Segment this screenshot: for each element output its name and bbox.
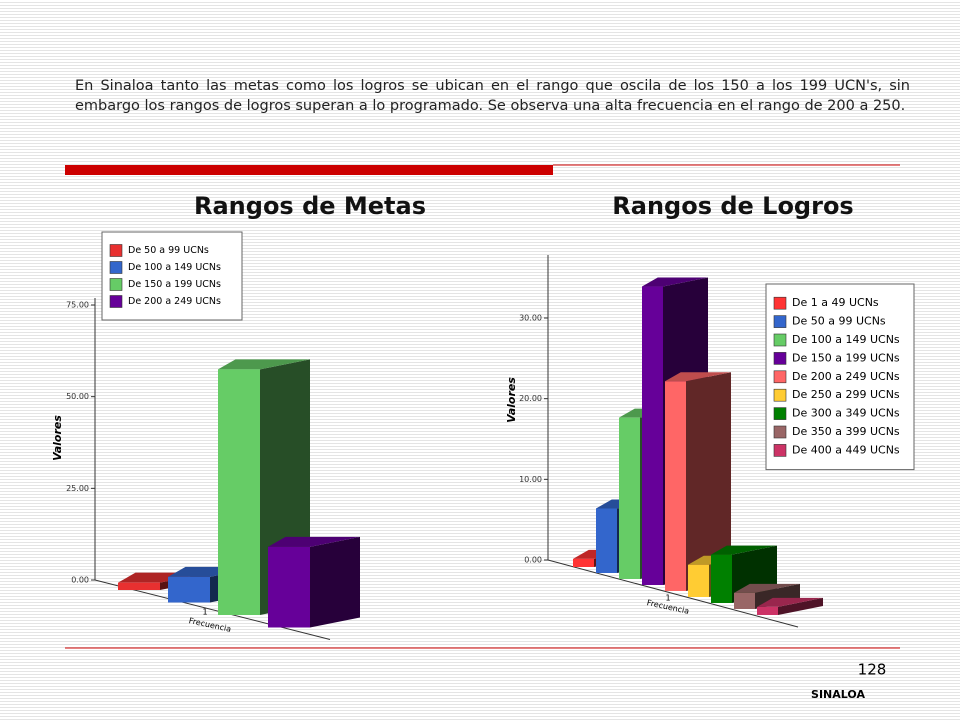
bar-top (268, 536, 360, 547)
bar (688, 564, 709, 597)
red-rule (65, 165, 553, 175)
legend-label: De 350 a 399 UCNs (792, 425, 900, 438)
paragraph: En Sinaloa tanto las metas como los logr… (75, 78, 910, 114)
page-number: 128 (858, 661, 887, 679)
y-tick-label: 30.00 (519, 314, 542, 323)
bar-top (665, 372, 731, 382)
legend-box (765, 283, 915, 471)
bar (218, 369, 260, 615)
legend-swatch (773, 296, 787, 310)
chart-title: Rangos de Logros (612, 192, 853, 220)
bar-side (686, 372, 731, 591)
legend-swatch (773, 315, 787, 328)
legend-label: De 50 a 99 UCNs (792, 315, 886, 328)
bar-top (734, 583, 800, 593)
y-tick-label: 10.00 (519, 475, 542, 484)
legend-swatch (109, 244, 123, 257)
y-tick-label: 25.00 (66, 484, 89, 493)
legend-label: De 200 a 249 UCNs (128, 296, 221, 307)
legend-swatch (773, 388, 787, 402)
legend-swatch (773, 425, 787, 439)
bar (711, 554, 732, 603)
legend-swatch (109, 278, 123, 291)
bar-top (711, 545, 777, 555)
y-tick-label: 0.00 (524, 556, 542, 565)
y-tick-label: 50.00 (66, 392, 89, 401)
legend-box (101, 231, 243, 321)
bar (118, 582, 160, 590)
legend-swatch (109, 295, 123, 308)
legend-label: De 250 a 299 UCNs (792, 388, 900, 401)
legend-label: De 1 a 49 UCNs (792, 296, 879, 309)
bar (757, 606, 778, 615)
x-tick-label: 1 (665, 594, 670, 603)
legend-label: De 300 a 349 UCNs (792, 407, 900, 420)
legend-swatch (773, 407, 787, 420)
bar-side (778, 597, 823, 615)
legend-label: De 200 a 249 UCNs (792, 370, 900, 383)
legend-label: De 150 a 199 UCNs (128, 279, 221, 290)
y-tick-label: 0.00 (71, 576, 89, 585)
bar (268, 546, 310, 628)
legend-swatch (773, 352, 787, 365)
y-tick-label: 20.00 (519, 394, 542, 403)
x-axis (547, 559, 799, 628)
legend-label: De 400 a 449 UCNs (792, 443, 900, 456)
x-tick-label: 1 (202, 608, 207, 617)
bar (642, 286, 663, 585)
y-axis-label: Valores (51, 415, 64, 461)
legend-swatch (773, 370, 787, 384)
legend-label: De 100 a 149 UCNs (792, 333, 900, 346)
legend-swatch (109, 261, 123, 274)
bar-side (310, 536, 360, 628)
legend-label: De 100 a 149 UCNs (128, 262, 221, 273)
bar-top (757, 597, 823, 607)
footer: SINALOA (811, 688, 865, 701)
bar (596, 508, 617, 573)
legend-label: De 50 a 99 UCNs (128, 245, 209, 256)
legend-label: De 150 a 199 UCNs (792, 351, 900, 364)
x-axis-label: Frecuencia (188, 616, 232, 634)
bar-top (218, 359, 310, 370)
bar-top (642, 277, 708, 287)
y-tick-label: 75.00 (66, 301, 89, 310)
bar (734, 592, 755, 609)
bar (619, 417, 640, 579)
y-axis-label: Valores (505, 377, 518, 423)
bar (665, 381, 686, 591)
legend-swatch (773, 444, 787, 457)
bar (168, 576, 210, 603)
bar (573, 558, 594, 567)
legend-swatch (773, 333, 787, 347)
chart-title: Rangos de Metas (194, 192, 426, 220)
